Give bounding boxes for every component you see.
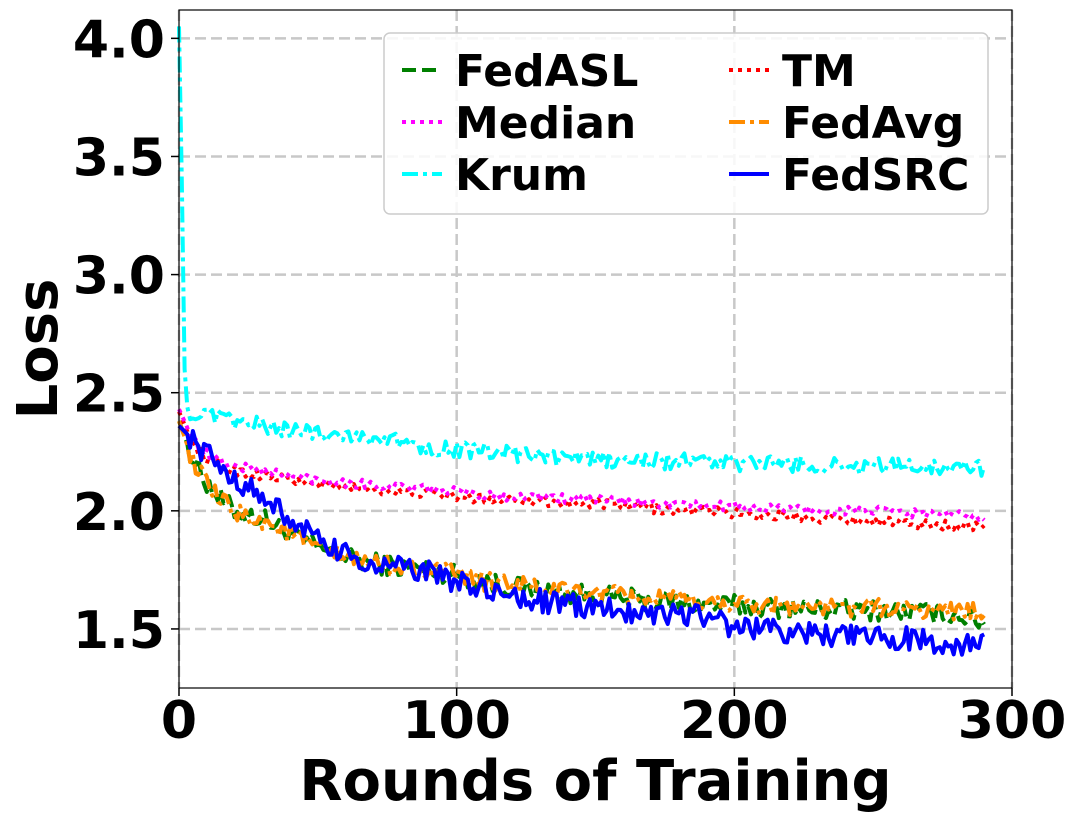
y-axis-label: Loss [6,279,71,420]
series-lines [177,26,987,657]
x-tick-label: 200 [680,691,789,751]
series-line-median [177,408,986,522]
x-axis-label: Rounds of Training [299,749,891,814]
series-line-krum [177,26,987,478]
series-line-fedavg [177,420,986,622]
legend-label-fedavg: FedAvg [782,98,964,149]
legend-label-krum: Krum [455,150,588,201]
y-tick-label: 2.0 [73,483,165,543]
y-tick-label: 2.5 [73,365,165,425]
y-tick-label: 4.0 [73,10,165,70]
series-line-tm [177,410,986,533]
plot-frame [178,9,1013,689]
series-line-fedsrc [177,424,986,657]
legend-box [383,32,989,215]
x-tick-label: 100 [402,691,511,751]
legend-label-tm: TM [782,46,856,97]
legend-label-fedsrc: FedSRC [782,150,969,201]
legend-label-median: Median [455,98,636,149]
axis-ticks: 0 100 200 300 1.5 2.0 2.5 3.0 3.5 4.0 [73,10,1066,751]
y-tick-label: 3.5 [73,128,165,188]
legend-label-fedasl: FedASL [455,46,638,97]
y-tick-label: 3.0 [73,247,165,307]
y-tick-label: 1.5 [73,601,165,661]
x-tick-label: 300 [958,691,1067,751]
x-tick-label: 0 [161,691,197,751]
series-line-fedasl [177,420,986,630]
